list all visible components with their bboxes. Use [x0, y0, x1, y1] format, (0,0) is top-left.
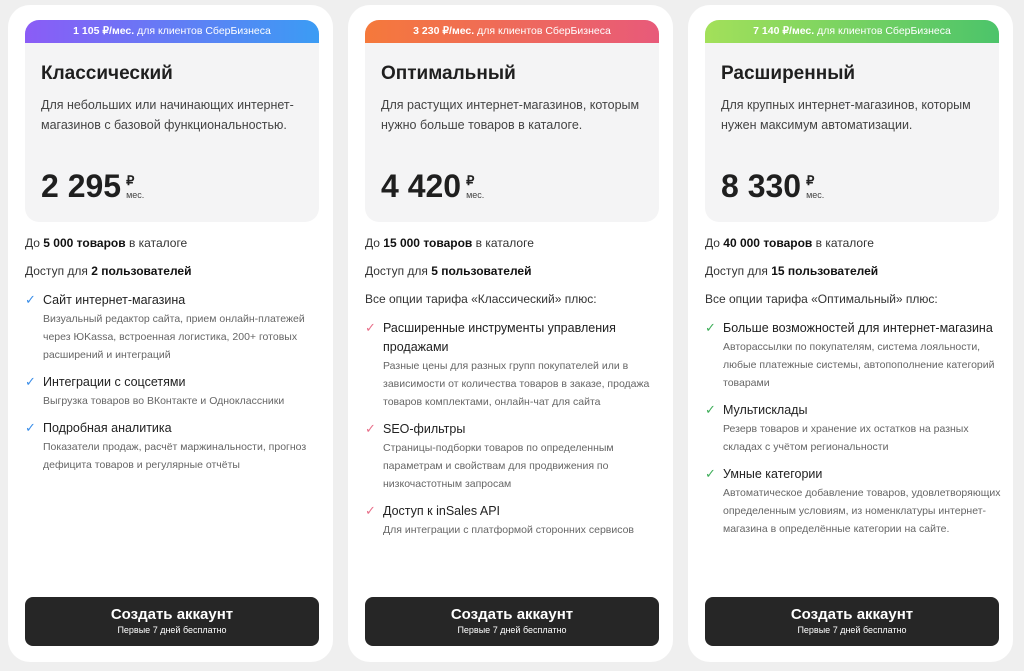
button-subtitle: Первые 7 дней бесплатно [117, 625, 227, 635]
goods-limit: До 5 000 товаров в каталоге [25, 236, 188, 250]
feature-description: Для интеграции с платформой сторонних се… [383, 524, 635, 536]
plan-price: 8 330 ₽ мес. [721, 168, 824, 204]
feature-description: Резерв товаров и хранение их остатков на… [723, 423, 969, 453]
check-icon: ✓ [25, 292, 36, 307]
button-label: Создать аккаунт [790, 606, 914, 623]
feature-description: Разные цены для разных групп покупателей… [383, 360, 650, 408]
plan-description: Для растущих интернет-магазинов, которым… [381, 98, 640, 132]
price-value: 2 295 [41, 168, 122, 204]
includes-note: Все опции тарифа «Оптимальный» плюс: [705, 292, 938, 306]
feature-item: ✓ Доступ к inSales API Для интеграции с … [365, 502, 665, 539]
feature-description: Показатели продаж, расчёт маржинальности… [43, 441, 307, 471]
sberbusiness-badge: 7 140 ₽/мес. для клиентов СберБизнеса [705, 20, 999, 43]
price-period: мес. [806, 190, 825, 200]
price-period: мес. [466, 190, 485, 200]
sberbusiness-badge: 3 230 ₽/мес. для клиентов СберБизнеса [365, 20, 659, 43]
check-icon: ✓ [365, 503, 376, 518]
users-limit: Доступ для 5 пользователей [365, 264, 532, 278]
includes-note: Все опции тарифа «Классический» плюс: [365, 292, 597, 306]
check-icon: ✓ [705, 320, 716, 335]
feature-description: Выгрузка товаров во ВКонтакте и Одноклас… [43, 395, 285, 407]
feature-title: Мультисклады [723, 403, 808, 417]
feature-description: Страницы-подборки товаров по определенны… [383, 442, 614, 490]
plan-header: 7 140 ₽/мес. для клиентов СберБизнеса Ра… [705, 20, 999, 222]
check-icon: ✓ [25, 374, 36, 389]
feature-title: Сайт интернет-магазина [43, 293, 186, 307]
create-account-button[interactable]: Создать аккаунт Первые 7 дней бесплатно [25, 597, 319, 646]
button-label: Создать аккаунт [110, 606, 234, 623]
feature-item: ✓ Умные категории Автоматическое добавле… [705, 465, 1005, 538]
plan-header: 3 230 ₽/мес. для клиентов СберБизнеса Оп… [365, 20, 659, 222]
feature-title: Расширенные инструменты управления прода… [383, 321, 616, 354]
check-icon: ✓ [365, 421, 376, 436]
feature-description: Автоматическое добавление товаров, удовл… [723, 487, 1001, 535]
feature-item: ✓ Больше возможностей для интернет-магаз… [705, 319, 1005, 392]
feature-description: Визуальный редактор сайта, прием онлайн-… [43, 313, 305, 361]
check-icon: ✓ [705, 466, 716, 481]
button-subtitle: Первые 7 дней бесплатно [797, 625, 907, 635]
plan-title: Оптимальный [381, 63, 516, 84]
sberbusiness-badge: 1 105 ₽/мес. для клиентов СберБизнеса [25, 20, 319, 43]
goods-limit: До 40 000 товаров в каталоге [705, 236, 874, 250]
button-label: Создать аккаунт [450, 606, 574, 623]
plan-header: 1 105 ₽/мес. для клиентов СберБизнеса Кл… [25, 20, 319, 222]
feature-title: Подробная аналитика [43, 421, 172, 435]
plan-card: 3 230 ₽/мес. для клиентов СберБизнеса Оп… [348, 5, 673, 662]
currency-sign: ₽ [466, 173, 475, 188]
feature-description: Авторассылки по покупателям, система лоя… [723, 341, 995, 389]
create-account-button[interactable]: Создать аккаунт Первые 7 дней бесплатно [705, 597, 999, 646]
feature-item: ✓ Интеграции с соцсетями Выгрузка товаро… [25, 373, 325, 410]
badge-price: 7 140 ₽/мес. [753, 25, 815, 37]
plan-title: Классический [41, 63, 173, 84]
feature-item: ✓ Мультисклады Резерв товаров и хранение… [705, 401, 1005, 456]
plan-details: До 40 000 товаров в каталоге Доступ для … [705, 235, 1005, 547]
currency-sign: ₽ [126, 173, 135, 188]
feature-title: Умные категории [723, 467, 823, 481]
badge-text: для клиентов СберБизнеса [137, 25, 271, 37]
feature-title: Интеграции с соцсетями [43, 375, 186, 389]
plan-price: 2 295 ₽ мес. [41, 168, 144, 204]
create-account-button[interactable]: Создать аккаунт Первые 7 дней бесплатно [365, 597, 659, 646]
price-period: мес. [126, 190, 145, 200]
price-value: 8 330 [721, 168, 802, 204]
plan-description: Для небольших или начинающих интернет-ма… [41, 98, 294, 132]
users-limit: Доступ для 15 пользователей [705, 264, 879, 278]
plan-card: 1 105 ₽/мес. для клиентов СберБизнеса Кл… [8, 5, 333, 662]
badge-price: 3 230 ₽/мес. [413, 25, 475, 37]
badge-price: 1 105 ₽/мес. [73, 25, 135, 37]
currency-sign: ₽ [806, 173, 815, 188]
feature-title: Больше возможностей для интернет-магазин… [723, 321, 993, 335]
price-value: 4 420 [381, 168, 462, 204]
check-icon: ✓ [705, 402, 716, 417]
plan-card: 7 140 ₽/мес. для клиентов СберБизнеса Ра… [688, 5, 1013, 662]
users-limit: Доступ для 2 пользователей [25, 264, 192, 278]
feature-item: ✓ Расширенные инструменты управления про… [365, 319, 665, 411]
feature-item: ✓ SEO-фильтры Страницы-подборки товаров … [365, 420, 665, 493]
plan-price: 4 420 ₽ мес. [381, 168, 484, 204]
button-subtitle: Первые 7 дней бесплатно [457, 625, 567, 635]
check-icon: ✓ [25, 420, 36, 435]
plan-details: До 15 000 товаров в каталоге Доступ для … [365, 235, 665, 548]
plan-details: До 5 000 товаров в каталоге Доступ для 2… [25, 235, 325, 483]
badge-text: для клиентов СберБизнеса [477, 25, 611, 37]
feature-title: Доступ к inSales API [383, 504, 501, 518]
feature-item: ✓ Подробная аналитика Показатели продаж,… [25, 419, 325, 474]
badge-text: для клиентов СберБизнеса [817, 25, 951, 37]
feature-title: SEO-фильтры [383, 422, 466, 436]
feature-item: ✓ Сайт интернет-магазина Визуальный реда… [25, 291, 325, 364]
plan-title: Расширенный [721, 63, 856, 84]
goods-limit: До 15 000 товаров в каталоге [365, 236, 534, 250]
plan-description: Для крупных интернет-магазинов, которым … [721, 98, 971, 132]
check-icon: ✓ [365, 320, 376, 335]
